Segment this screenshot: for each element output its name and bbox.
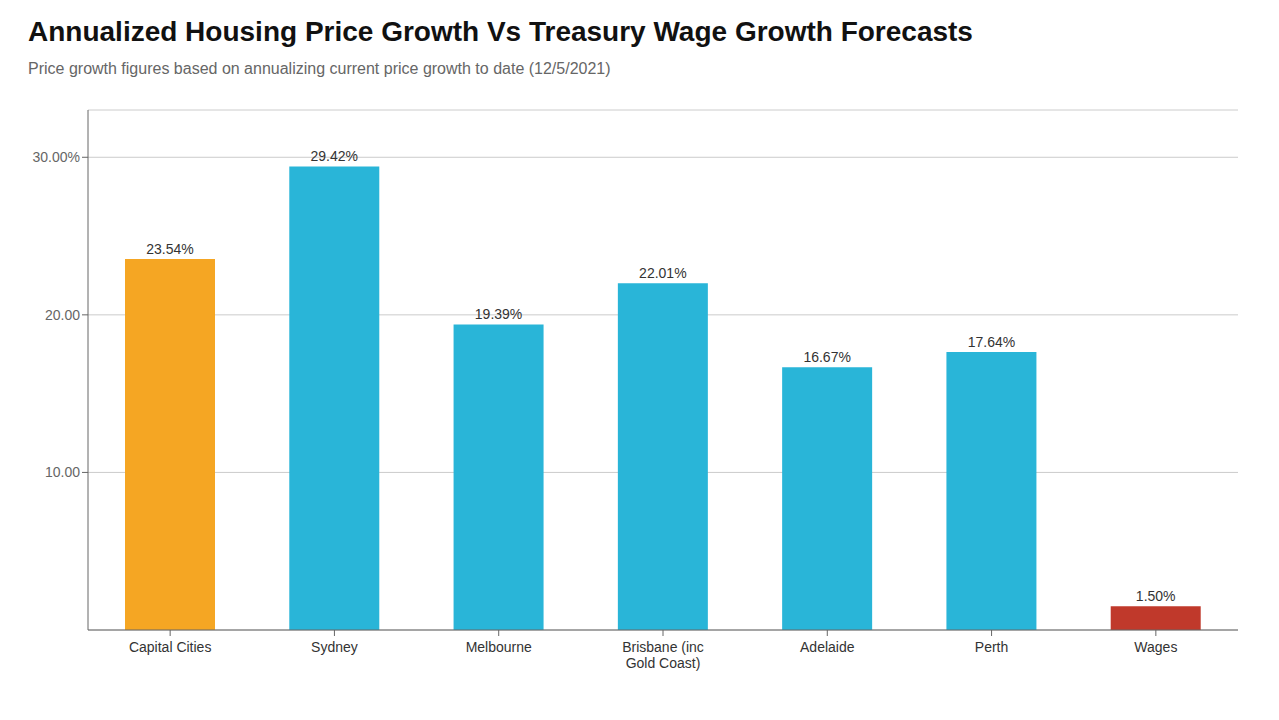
svg-text:Perth: Perth (975, 639, 1008, 655)
svg-text:10.00: 10.00 (45, 464, 80, 480)
html-text:Price growth figures based on: Price growth figures based on annualizin… (28, 60, 611, 77)
svg-text:19.39%: 19.39% (475, 306, 522, 322)
svg-text:Sydney: Sydney (311, 639, 358, 655)
html-text:Annualized Housing Price Growt: Annualized Housing Price Growth Vs Treas… (28, 16, 973, 47)
svg-text:1.50%: 1.50% (1136, 588, 1176, 604)
svg-text:20.00: 20.00 (45, 307, 80, 323)
svg-text:Adelaide: Adelaide (800, 639, 855, 655)
svg-text:30.00%: 30.00% (33, 149, 80, 165)
svg-text:23.54%: 23.54% (146, 241, 193, 257)
svg-text:Capital Cities: Capital Cities (129, 639, 211, 655)
svg-text:Brisbane (incGold Coast): Brisbane (incGold Coast) (622, 639, 704, 671)
svg-text:16.67%: 16.67% (803, 349, 850, 365)
svg-text:Wages: Wages (1134, 639, 1177, 655)
svg-text:17.64%: 17.64% (968, 334, 1015, 350)
svg-text:Melbourne: Melbourne (466, 639, 532, 655)
svg-text:22.01%: 22.01% (639, 265, 686, 281)
svg-text:29.42%: 29.42% (311, 148, 358, 164)
